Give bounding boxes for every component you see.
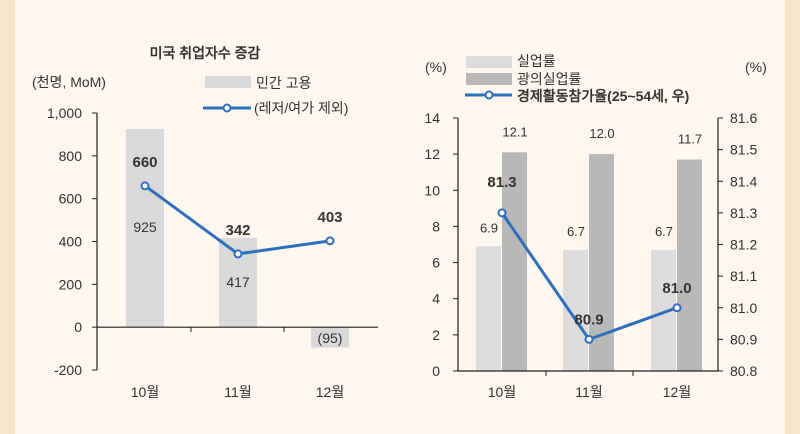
legend-label-broad-unemployment: 광의실업률	[517, 71, 582, 87]
y-tick-label: 2	[432, 327, 440, 343]
y-axis-label: (천명, MoM)	[32, 74, 106, 90]
line-label: 81.3	[487, 174, 516, 191]
bar-12월	[311, 327, 349, 348]
y-tick-label: 4	[432, 291, 440, 307]
line-point-11월	[233, 249, 243, 259]
legend-label-line: (레저/여가 제외)	[254, 100, 348, 116]
x-tick-label: 11월	[224, 384, 251, 400]
y-tick-label: 800	[59, 148, 83, 164]
bar-label: 6.9	[480, 220, 498, 235]
chart-title: 미국 취업자수 증감	[150, 45, 261, 61]
y-axis-label-right: (%)	[745, 59, 767, 75]
y2-tick-label: 80.8	[730, 363, 757, 379]
line-point-11월	[584, 334, 594, 344]
y-tick-label: 10	[424, 182, 440, 198]
y-tick-label: 0	[74, 319, 82, 335]
bar-label: 12.1	[502, 124, 527, 139]
bar-broad-unemployment-10월	[502, 152, 527, 371]
y2-tick-label: 81.2	[730, 237, 757, 253]
bar-unemployment-10월	[476, 246, 501, 371]
y-tick-label: 400	[59, 234, 83, 250]
y-tick-label: 12	[424, 146, 440, 162]
legend-label-unemployment: 실업률	[517, 53, 556, 69]
line-point-10월	[140, 181, 150, 191]
line-point-12월	[672, 303, 682, 313]
line-label: 80.9	[574, 311, 603, 328]
line-label: 342	[225, 222, 250, 239]
legend-label-bar: 민간 고용	[256, 75, 312, 91]
x-tick-label: 10월	[131, 384, 159, 400]
legend-label-participation: 경제활동참가율(25~54세, 우)	[517, 88, 689, 104]
y-tick-label: 14	[424, 110, 440, 126]
y2-tick-label: 81.5	[730, 142, 757, 158]
bar-10월	[126, 129, 164, 328]
y-tick-label: 8	[432, 218, 440, 234]
legend-marker	[222, 103, 232, 113]
legend-swatch-bar	[205, 76, 251, 88]
line-label: 403	[317, 209, 342, 226]
bar-label: 12.0	[589, 126, 614, 141]
x-tick-label: 10월	[488, 384, 516, 400]
y2-tick-label: 81.3	[730, 205, 757, 221]
y-tick-label: 600	[59, 191, 83, 207]
y-tick-label: 0	[432, 363, 440, 379]
line-label: 660	[132, 154, 157, 171]
bar-label: 6.7	[655, 224, 673, 239]
bar-broad-unemployment-12월	[677, 159, 702, 371]
y2-tick-label: 81.0	[730, 300, 757, 316]
bar-label: 925	[133, 219, 157, 235]
bar-label: (95)	[318, 330, 343, 346]
bar-label: 11.7	[678, 132, 702, 147]
y-tick-label: -200	[54, 362, 82, 378]
y2-tick-label: 81.6	[730, 110, 757, 126]
legend-swatch-unemployment	[466, 56, 512, 68]
x-tick-label: 11월	[575, 384, 602, 400]
line-point-12월	[325, 236, 335, 246]
legend-marker	[484, 90, 494, 100]
y2-tick-label: 81.1	[730, 268, 757, 284]
y-tick-label: 6	[432, 255, 440, 271]
y2-tick-label: 81.4	[730, 173, 757, 189]
bar-label: 6.7	[567, 224, 585, 239]
y-tick-label: 200	[59, 276, 83, 292]
bar-unemployment-11월	[563, 249, 588, 371]
y-axis-label-left: (%)	[425, 59, 447, 75]
y-tick-label: 1,000	[47, 105, 82, 121]
bar-label: 417	[226, 274, 250, 290]
line-point-10월	[497, 208, 507, 218]
x-tick-label: 12월	[663, 384, 691, 400]
legend-swatch-broad-unemployment	[466, 73, 512, 85]
y2-tick-label: 80.9	[730, 331, 757, 347]
x-tick-label: 12월	[316, 384, 344, 400]
line-label: 81.0	[662, 280, 691, 297]
